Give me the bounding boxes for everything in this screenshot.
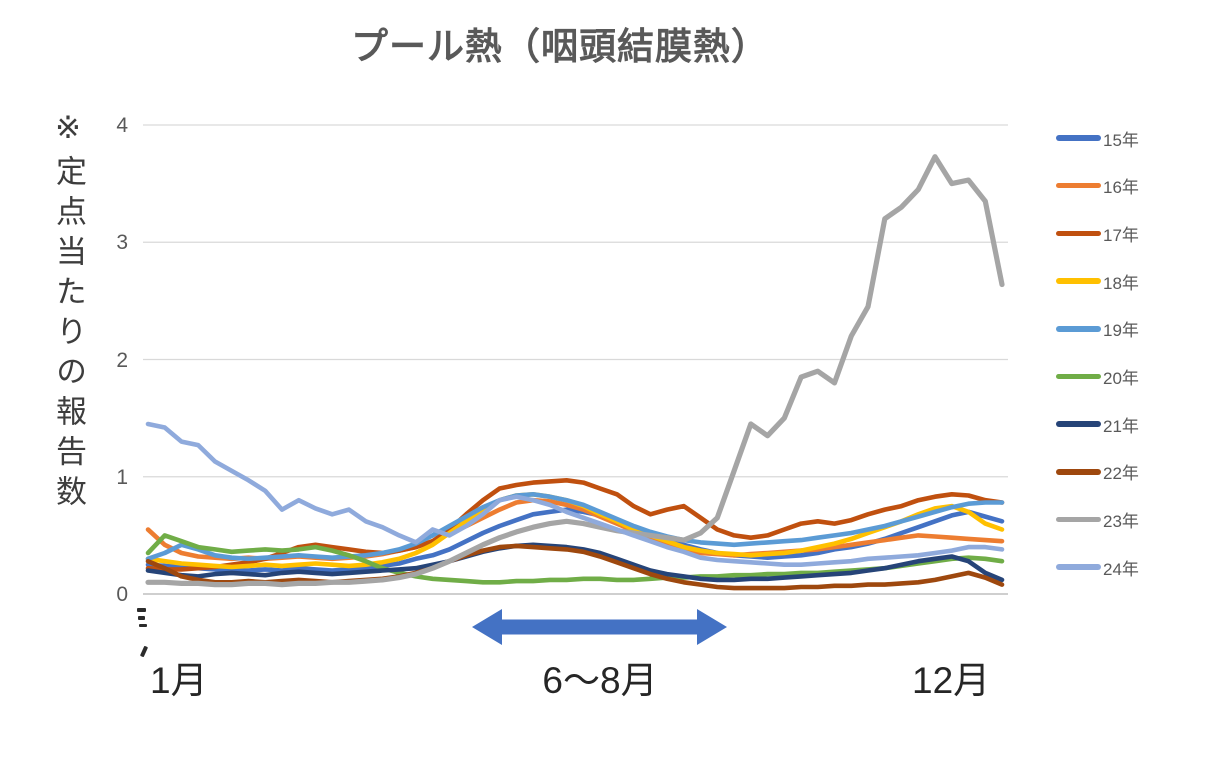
series-line-23年	[145, 154, 1005, 588]
y-axis-title: ※定点当たりの報告数	[51, 110, 86, 515]
legend-label: 18年	[1103, 273, 1139, 293]
legend: 15年 16年 17年 18年 19年 20年 21年 22年 23年 24年	[1056, 128, 1139, 605]
chart-title: プール熱（咽頭結膜熱）	[351, 26, 769, 67]
clipped-text-fragment	[137, 608, 146, 612]
y-tick-label-0: 0	[116, 583, 128, 606]
legend-swatch-icon	[1056, 135, 1101, 141]
series-line-24年	[145, 421, 1005, 568]
legend-item-23年: 23年	[1056, 510, 1139, 531]
legend-label: 22年	[1103, 464, 1139, 484]
series-line-21年	[145, 542, 1005, 583]
x-axis-label-summer: 6〜8月	[542, 660, 658, 701]
legend-item-16年: 16年	[1056, 176, 1139, 198]
legend-item-24年: 24年	[1056, 557, 1139, 579]
legend-item-17年: 17年	[1056, 223, 1139, 245]
legend-swatch-icon	[1056, 564, 1101, 570]
legend-swatch-icon	[1056, 469, 1101, 475]
legend-label: 21年	[1103, 416, 1139, 436]
legend-item-21年: 21年	[1056, 414, 1139, 436]
series-line-19年	[145, 491, 1005, 562]
legend-swatch-icon	[1056, 516, 1101, 523]
x-axis-label-december: 12月	[912, 660, 991, 701]
legend-label: 17年	[1103, 225, 1139, 245]
y-tick-label-3: 3	[116, 231, 128, 255]
legend-swatch-icon	[1056, 326, 1101, 332]
legend-swatch-icon	[1056, 373, 1101, 380]
legend-label: 15年	[1103, 130, 1139, 150]
y-tick-label-2: 2	[116, 348, 128, 372]
legend-item-19年: 19年	[1056, 319, 1139, 341]
legend-item-18年: 18年	[1056, 271, 1139, 293]
legend-item-20年: 20年	[1056, 366, 1139, 388]
summer-season-arrow	[472, 609, 727, 645]
legend-swatch-icon	[1056, 278, 1101, 284]
legend-swatch-icon	[1056, 421, 1101, 427]
legend-swatch-icon	[1056, 182, 1101, 189]
legend-label: 24年	[1103, 559, 1139, 579]
legend-label: 16年	[1103, 178, 1139, 198]
clipped-text-fragment	[139, 624, 147, 627]
x-axis-label-january: 1月	[150, 660, 208, 701]
y-tick-label-4: 4	[116, 114, 128, 137]
series-line-22年	[145, 543, 1005, 591]
clipped-text-fragment	[138, 616, 145, 620]
legend-item-22年: 22年	[1056, 462, 1139, 484]
legend-label: 20年	[1103, 368, 1139, 388]
legend-label: 19年	[1103, 321, 1139, 341]
legend-item-15年: 15年	[1056, 128, 1139, 150]
y-tick-label-1: 1	[116, 465, 128, 489]
legend-label: 23年	[1103, 512, 1139, 531]
legend-swatch-icon	[1056, 230, 1101, 237]
